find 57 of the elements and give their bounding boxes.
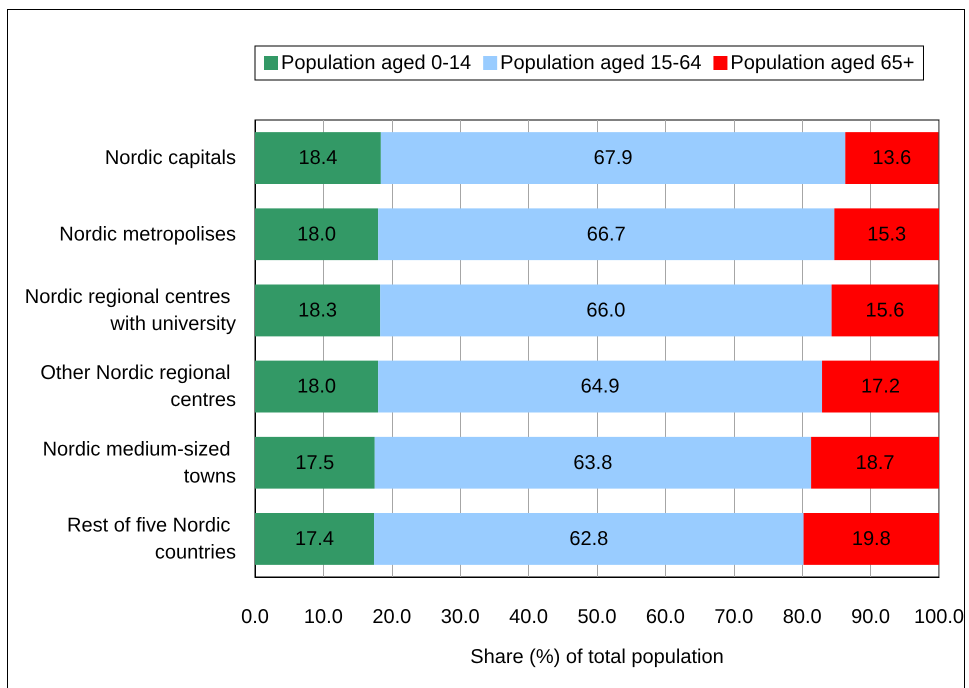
x-tick-label: 0.0 <box>241 606 269 628</box>
bar <box>832 284 938 336</box>
data-label: 18.7 <box>856 452 895 474</box>
data-label: 18.3 <box>298 299 338 322</box>
x-axis-title: Share (%) of total population <box>470 646 724 668</box>
data-label: 64.9 <box>580 376 620 398</box>
data-label: 18.0 <box>297 223 336 246</box>
bar <box>804 513 939 565</box>
legend-label: Population aged 65+ <box>730 52 914 74</box>
y-tick-label: Nordic capitals <box>104 147 236 170</box>
legend-label: Population aged 0-14 <box>281 52 472 74</box>
data-label: 62.8 <box>569 528 608 550</box>
data-label: 17.2 <box>861 376 900 398</box>
data-label: 18.4 <box>298 147 338 170</box>
bar <box>380 132 846 184</box>
data-label: 17.5 <box>295 452 334 474</box>
bar <box>822 360 939 412</box>
x-tick-label: 30.0 <box>440 606 480 628</box>
y-tick-label: Nordic metropolises <box>59 223 236 246</box>
legend-label: Population aged 15-64 <box>500 52 702 74</box>
bar <box>255 436 375 489</box>
bar <box>374 436 812 489</box>
y-tick-label: Other Nordic regional centres <box>40 362 236 412</box>
x-tick-label: 50.0 <box>578 606 616 628</box>
x-tick-label: 40.0 <box>509 606 548 628</box>
data-label: 67.9 <box>594 147 633 170</box>
data-label: 17.4 <box>295 528 334 550</box>
y-tick-label: Rest of five Nordic countries <box>67 514 236 564</box>
x-tick-label: 20.0 <box>372 606 412 628</box>
bar <box>255 132 381 184</box>
data-label: 15.6 <box>865 299 904 322</box>
data-label: 66.7 <box>586 223 626 246</box>
bar <box>378 360 822 412</box>
x-tick-label: 10.0 <box>304 606 343 628</box>
bar <box>811 436 939 489</box>
bar <box>380 284 832 336</box>
data-label: 66.0 <box>586 299 626 322</box>
bar <box>378 208 834 260</box>
x-tick-label: 70.0 <box>714 606 754 628</box>
bar <box>255 513 374 565</box>
y-tick-label: Nordic regional centres with university <box>24 286 236 335</box>
x-tick-label: 90.0 <box>851 606 890 628</box>
bar <box>834 208 939 260</box>
bar <box>374 513 804 565</box>
y-tick-label: Nordic medium-sized towns <box>42 438 236 488</box>
data-label: 15.3 <box>867 223 906 246</box>
x-tick-label: 100.0 <box>914 606 964 628</box>
bar <box>255 284 380 336</box>
x-tick-label: 60.0 <box>646 606 685 628</box>
data-label: 19.8 <box>852 528 891 550</box>
data-label: 18.0 <box>297 376 336 398</box>
data-label: 63.8 <box>573 452 612 474</box>
x-tick-label: 80.0 <box>782 606 822 628</box>
bar <box>845 132 938 184</box>
data-label: 13.6 <box>872 147 912 170</box>
bar <box>255 360 378 412</box>
bar <box>255 208 378 260</box>
